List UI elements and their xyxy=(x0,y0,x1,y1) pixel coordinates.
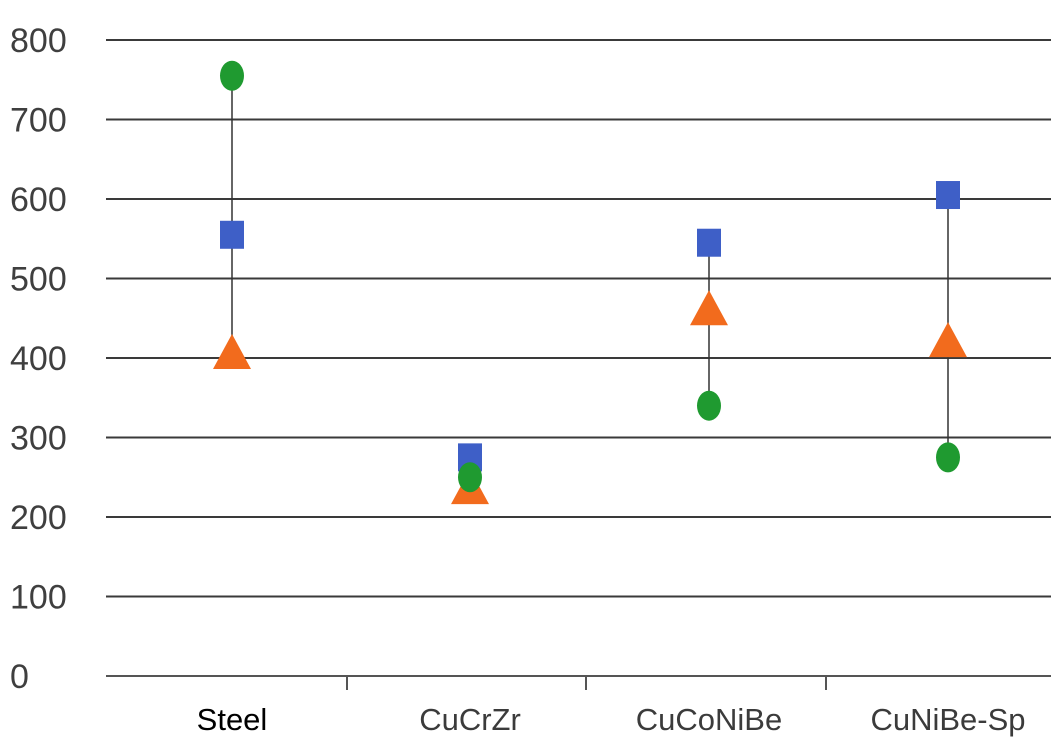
y-tick-label: 300 xyxy=(10,420,67,458)
y-tick-label: 100 xyxy=(10,579,67,617)
x-tick-label: CuNiBe-Sp xyxy=(870,702,1025,737)
y-tick-label: 700 xyxy=(10,102,67,140)
triangle-point xyxy=(213,334,251,370)
y-tick-label: 500 xyxy=(10,261,67,299)
circle-point xyxy=(220,60,244,91)
square-point xyxy=(936,181,960,210)
y-tick-label: 600 xyxy=(10,181,67,219)
x-tick-label: CuCrZr xyxy=(419,702,521,737)
triangle-point xyxy=(690,290,728,326)
y-tick-label: 200 xyxy=(10,499,67,537)
y-tick-label: 0 xyxy=(10,658,29,696)
axes xyxy=(106,675,1051,690)
square-point xyxy=(697,228,721,257)
square-point xyxy=(220,220,244,249)
y-tick-label: 800 xyxy=(10,22,67,60)
y-tick-labels: 0 100 200 300 400 500 600 700 800 xyxy=(10,22,67,696)
triangle-point xyxy=(929,322,967,358)
range-lines xyxy=(231,75,949,490)
data-markers xyxy=(213,60,967,505)
circle-point xyxy=(697,390,721,421)
circle-point xyxy=(936,442,960,473)
circle-point xyxy=(458,462,482,493)
gridlines xyxy=(106,39,1051,598)
x-tick-labels: Steel CuCrZr CuCoNiBe CuNiBe-Sp xyxy=(197,702,1026,737)
y-tick-label: 400 xyxy=(10,340,67,378)
x-tick-label: CuCoNiBe xyxy=(636,702,782,737)
x-tick-label: Steel xyxy=(197,702,268,737)
